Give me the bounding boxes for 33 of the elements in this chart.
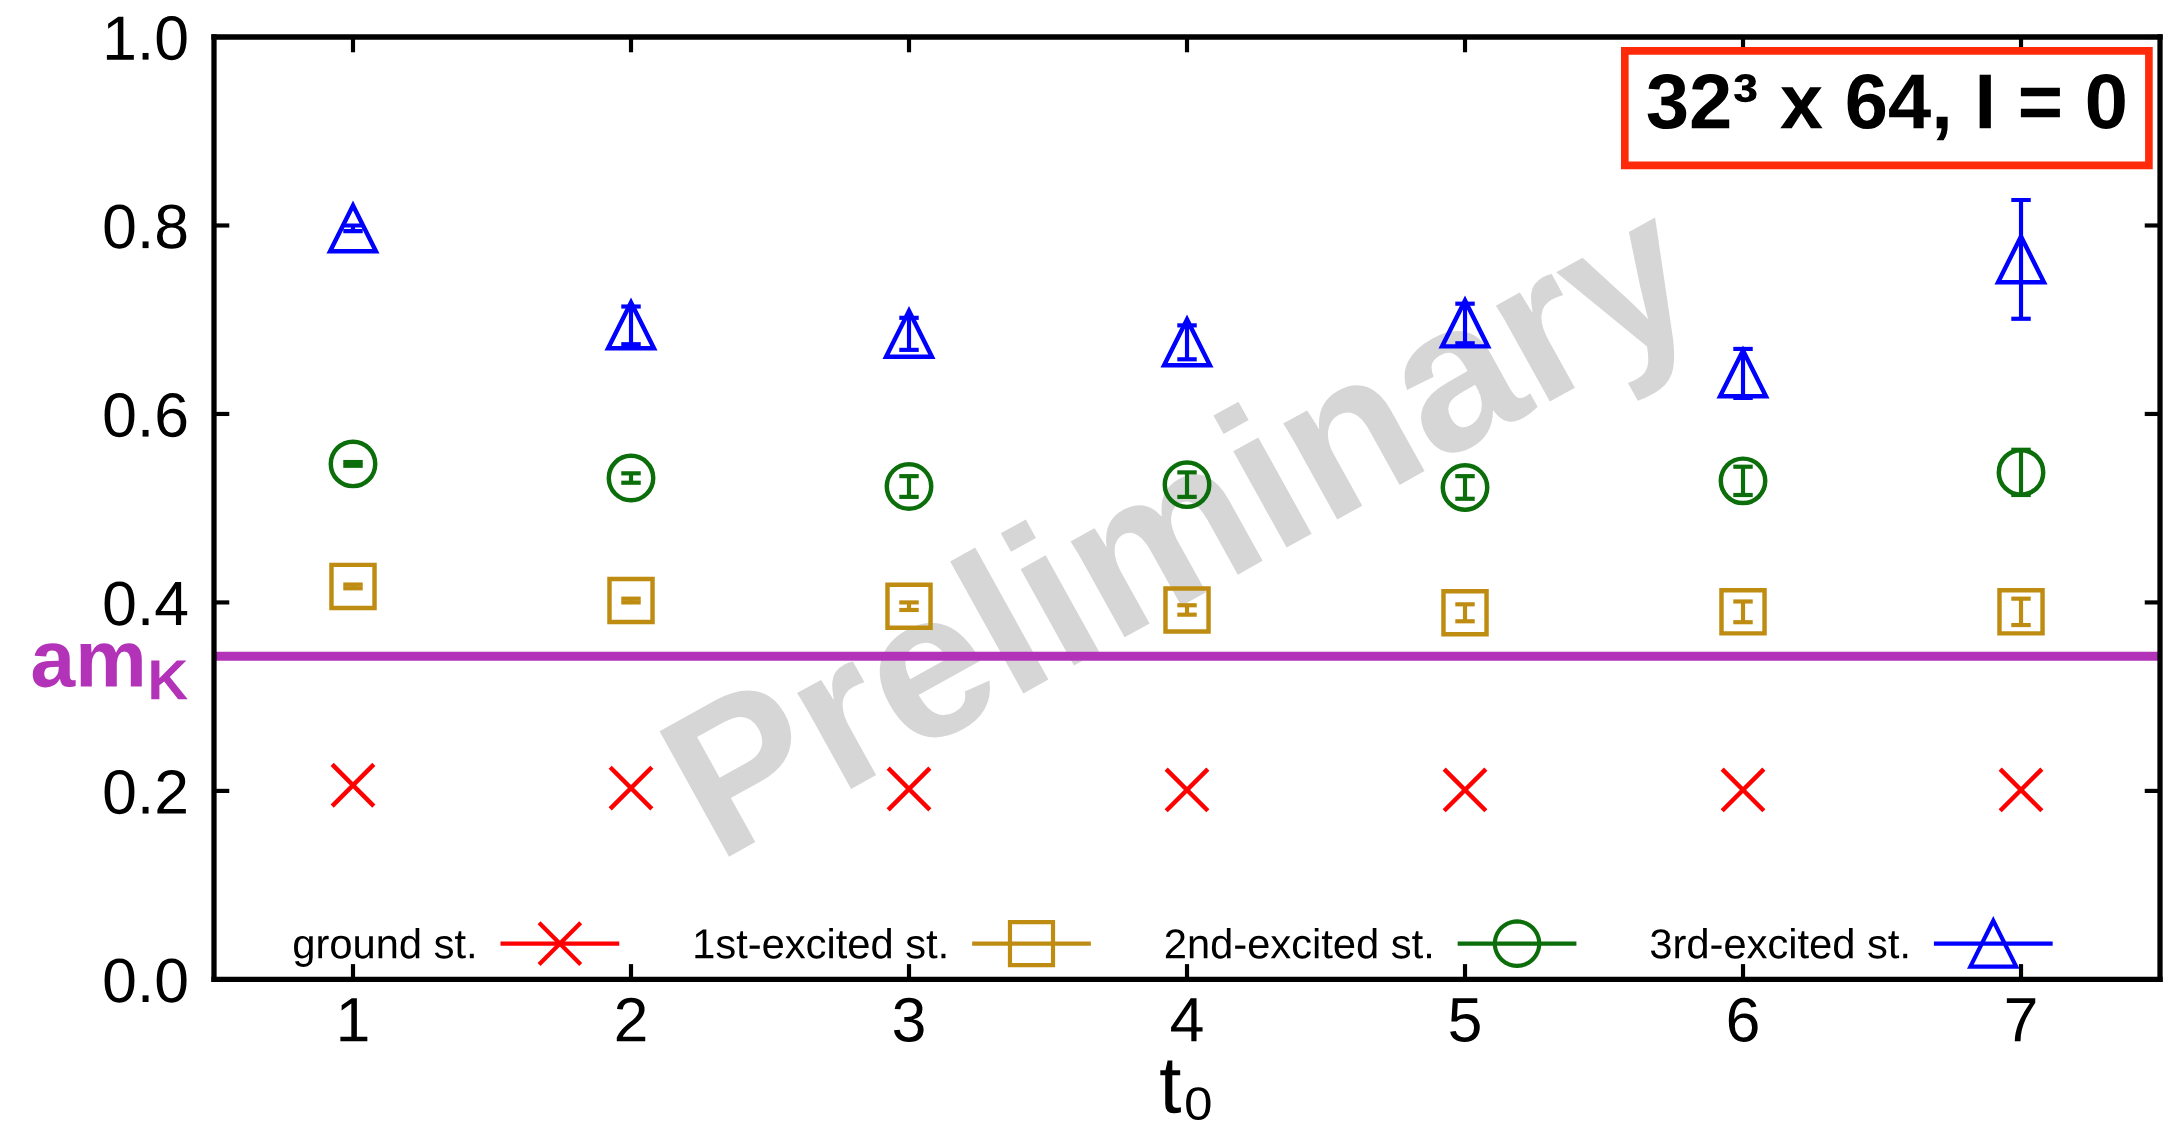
x-tick-label: 5 [1450, 998, 1480, 1042]
point [607, 765, 655, 812]
point [606, 453, 656, 503]
legend-label: 2nd-excited st. [1165, 928, 1431, 959]
x-tick-label: 4 [1171, 998, 1203, 1042]
point [1995, 234, 2047, 285]
y-tick-label: 1.0 [106, 16, 187, 61]
point [328, 439, 378, 489]
legend-label: ground st. [294, 928, 474, 967]
y-tick-label: 0.4 [104, 581, 188, 626]
ref-line-label: am$_{K}$ [32, 643, 188, 700]
x-tick-label: 6 [1728, 997, 1758, 1042]
point [1996, 447, 2046, 497]
x-tick-label: 1 [340, 998, 368, 1042]
point [1719, 588, 1767, 636]
y-tick-label: 0.0 [104, 958, 187, 1003]
x-tick-label: 3 [894, 997, 924, 1042]
x-tick-label: 2 [616, 997, 646, 1042]
point [607, 576, 655, 625]
point [1997, 766, 2045, 814]
point [329, 562, 377, 611]
y-tick-label: 0.6 [104, 392, 187, 438]
x-axis-title: t₀ [1160, 1060, 1211, 1120]
annotation: 32³ x 64, I = 0 [1647, 73, 2125, 141]
legend-label: 1st-excited st. [695, 928, 946, 959]
point [1718, 456, 1768, 506]
point [329, 762, 377, 809]
y-tick-label: 0.8 [104, 204, 187, 249]
y-tick-label: 0.2 [104, 769, 186, 815]
x-tick-label: 7 [2006, 998, 2036, 1042]
legend-label: 3rd-excited st. [1650, 928, 1908, 959]
point [1997, 588, 2045, 636]
point [1719, 766, 1767, 814]
